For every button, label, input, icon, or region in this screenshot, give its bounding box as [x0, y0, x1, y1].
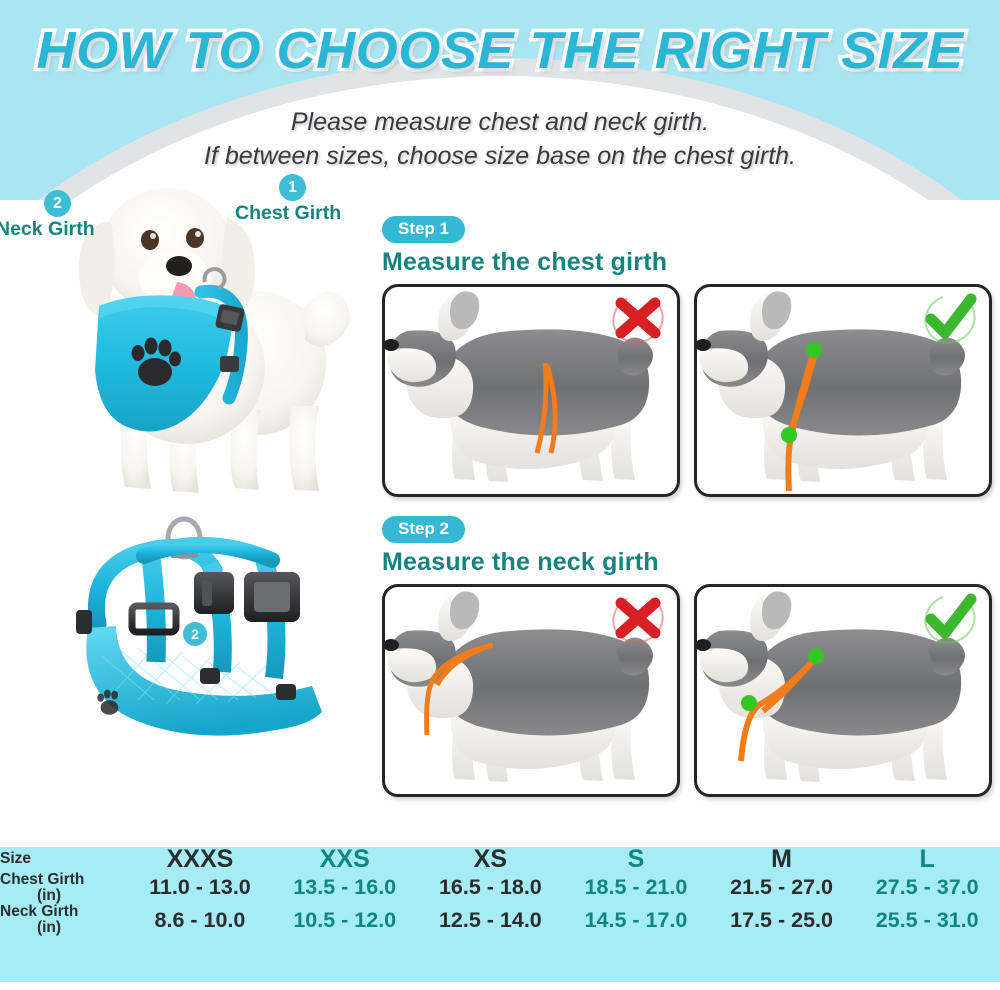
step-1-section: Step 1 Measure the chest girth	[382, 216, 994, 497]
cross-icon	[607, 591, 669, 647]
maltese-dog-illustration	[78, 188, 350, 493]
strap-keeper-left	[76, 610, 92, 634]
step-1-panel-incorrect	[382, 283, 680, 497]
harness-inline-badge-2: 2	[183, 622, 207, 646]
chest-value-5: 27.5 - 37.0	[875, 875, 979, 900]
strap-keeper-right	[276, 684, 296, 700]
row-label-size: Size	[0, 850, 32, 868]
callout-neck-girth: 2 Neck Girth	[0, 190, 95, 241]
step-1-title: Measure the chest girth	[382, 247, 668, 276]
strap-keeper-mid	[200, 668, 220, 684]
step-2-title: Measure the neck girth	[382, 547, 659, 576]
size-header-0: XXXS	[166, 845, 234, 873]
chest-value-2: 16.5 - 18.0	[438, 875, 542, 900]
dog-wearing-harness-photo	[55, 178, 355, 508]
callout-label-neck-girth: Neck Girth	[0, 218, 95, 240]
row-label-chest-girth-unit: (in)	[36, 887, 62, 905]
size-header-4: M	[771, 845, 792, 873]
schnauzer-neck-wrong-illustration	[385, 591, 653, 782]
harness-product-photo: 2	[58, 516, 358, 766]
tape-measure-wrong	[534, 362, 549, 454]
product-column: 2 1 Chest Girth 2 Neck Girth	[0, 174, 370, 838]
neck-value-2: 12.5 - 14.0	[438, 907, 542, 932]
chest-value-4: 21.5 - 27.0	[730, 875, 833, 900]
step-1-pill: Step 1	[382, 216, 466, 243]
check-icon	[919, 591, 981, 647]
subtitle-line-1: Please measure chest and neck girth.	[290, 108, 710, 136]
size-header-1: XXS	[319, 845, 370, 873]
table-row-neck-girth: Neck Girth (in) 8.6 - 10.0 10.5 - 12.0 1…	[0, 904, 1000, 936]
size-header-5: L	[919, 845, 935, 873]
chest-value-1: 13.5 - 16.0	[293, 875, 397, 900]
step-1-panels	[382, 283, 994, 497]
chest-value-0: 11.0 - 13.0	[149, 875, 251, 900]
header-banner	[0, 0, 1000, 200]
harness-illustration	[76, 516, 322, 736]
strap-adjuster	[128, 602, 180, 636]
size-header-2: XS	[473, 845, 508, 873]
neck-value-1: 10.5 - 12.0	[293, 907, 397, 932]
step-2-panel-correct	[694, 583, 992, 797]
marker-dot-bottom	[741, 694, 757, 711]
neck-value-0: 8.6 - 10.0	[154, 907, 246, 932]
callout-badge-2: 2	[44, 190, 71, 217]
neck-value-5: 25.5 - 31.0	[875, 907, 979, 932]
step-2-panel-incorrect	[382, 583, 680, 797]
schnauzer-neck-correct-illustration	[697, 591, 965, 782]
side-release-buckle	[194, 572, 300, 622]
step-2-panels	[382, 583, 994, 797]
harness-chest-pad	[86, 626, 322, 736]
page-title: HOW TO CHOOSE THE RIGHT SIZE	[33, 19, 967, 84]
row-label-neck-girth-unit: (in)	[36, 919, 62, 937]
row-label-neck-girth: Neck Girth (in)	[0, 904, 128, 936]
step-2-section: Step 2 Measure the neck girth	[382, 516, 994, 797]
neck-value-3: 14.5 - 17.0	[584, 907, 688, 932]
marker-dot-top	[806, 341, 822, 358]
marker-dot-bottom	[781, 426, 797, 443]
callout-badge-1: 1	[279, 174, 306, 201]
row-label-neck-girth-text: Neck Girth	[0, 903, 79, 921]
callout-label-chest-girth: Chest Girth	[235, 202, 342, 224]
table-row-size-header: Size XXXS XXS XS S M L	[0, 847, 1000, 872]
subtitle-block: Please measure chest and neck girth. If …	[0, 105, 1000, 173]
row-label-chest-girth-text: Chest Girth	[0, 871, 85, 888]
step-1-panel-correct	[694, 283, 992, 497]
subtitle-line-2: If between sizes, choose size base on th…	[203, 142, 796, 170]
table-row-chest-girth: Chest Girth (in) 11.0 - 13.0 13.5 - 16.0…	[0, 871, 1000, 905]
size-header-3: S	[627, 845, 645, 873]
chest-value-3: 18.5 - 21.0	[584, 875, 688, 900]
schnauzer-chest-wrong-illustration	[385, 291, 653, 482]
size-chart-table: Size XXXS XXS XS S M L Chest Girth (in) …	[0, 847, 1000, 982]
check-icon	[919, 291, 981, 347]
row-label-chest-girth: Chest Girth (in)	[0, 871, 128, 905]
schnauzer-chest-correct-illustration	[697, 291, 965, 491]
step-2-pill: Step 2	[382, 516, 466, 543]
neck-value-4: 17.5 - 25.0	[730, 907, 833, 932]
marker-dot-top	[808, 647, 824, 664]
callout-chest-girth: 1 Chest Girth	[235, 174, 341, 225]
cross-icon	[607, 291, 669, 347]
paw-print-logo	[131, 337, 181, 386]
